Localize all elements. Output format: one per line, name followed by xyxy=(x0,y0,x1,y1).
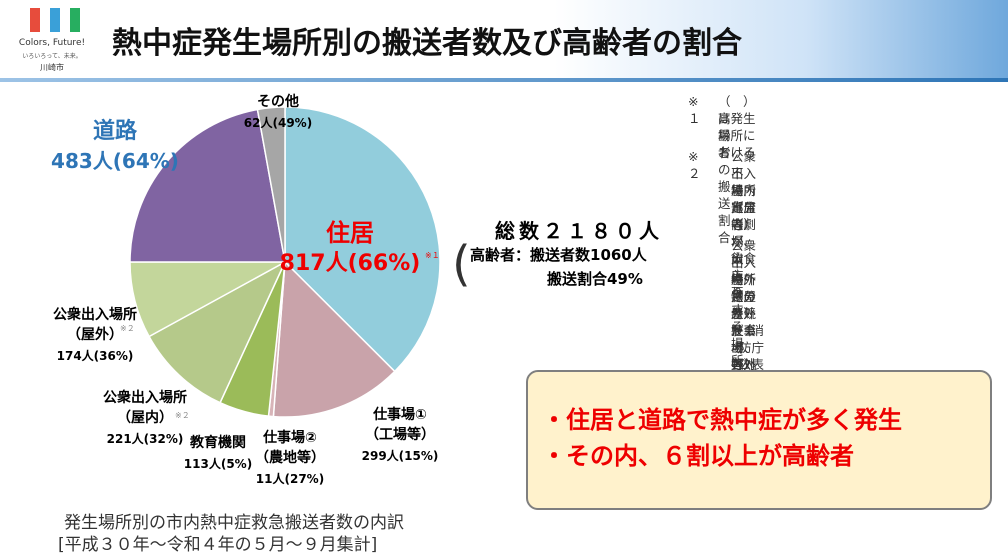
logo-mark xyxy=(30,8,80,32)
caption: 発生場所別の市内熱中症救急搬送者数の内訳 xyxy=(64,513,404,533)
note-line: 高齢者の搬送割合 xyxy=(718,111,731,245)
city-name: 川崎市 xyxy=(40,63,64,72)
logo-sub: いろいろって、未来。 xyxy=(22,53,82,60)
slice-label: その他 xyxy=(257,94,299,110)
note-mark: ※１ xyxy=(688,94,701,126)
value-label: 174人(36%) xyxy=(56,349,134,363)
pie-slice xyxy=(272,260,396,418)
note-line: サート会場等） xyxy=(731,306,757,372)
pie-slice xyxy=(148,260,287,404)
logo-text: Colors, Future! xyxy=(18,38,86,48)
value-label: 221人(32%) xyxy=(106,432,184,446)
slice-label: 住居 xyxy=(326,219,374,247)
header-bar xyxy=(0,0,1008,80)
note-marker: ※２ xyxy=(120,324,135,333)
slice-label: 仕事場① （工場等） xyxy=(365,407,435,443)
value-label: 113人(5%) xyxy=(183,457,253,471)
slice-label: 道路 xyxy=(92,119,138,144)
callout-line: ・その内、６割以上が高齢者 xyxy=(542,442,854,470)
header-line xyxy=(0,78,1008,82)
callout-box: ・住居と道路で熱中症が多く発生 ・その内、６割以上が高齢者 xyxy=(526,370,992,510)
pie-slice xyxy=(284,106,441,373)
caption: [平成３０年～令和４年の５月～９月集計] xyxy=(58,535,378,555)
paren: ( xyxy=(452,236,471,292)
value-label: 817人(66%) xyxy=(279,251,421,276)
note-marker: ※１ xyxy=(425,251,440,260)
note-line: 公衆出入場所（屋外） xyxy=(731,238,757,321)
note-line: （ ）は発生場所における xyxy=(718,94,756,160)
slice-label: 教育機関 xyxy=(190,435,246,451)
slice-label: 公衆出入場所 （屋外） xyxy=(53,307,137,343)
value-label: 483人(64%) xyxy=(51,149,179,173)
note-marker: ※２ xyxy=(175,411,190,420)
slice-label: 仕事場② （農地等） xyxy=(255,430,325,466)
value-label: 11人(27%) xyxy=(255,472,325,486)
summary-line: 搬送割合49% xyxy=(547,270,643,288)
summary-total: 総数２１８０人 xyxy=(495,219,663,243)
note-line: 屋内部分（劇場、飲食店、百 xyxy=(731,183,757,300)
note-mark: ※２ xyxy=(688,149,701,181)
pie-slice xyxy=(129,108,286,263)
value-label: 299人(15%) xyxy=(361,449,439,463)
summary-line: 高齢者：搬送者数1060人 xyxy=(470,246,647,264)
value-label: 62人(49%) xyxy=(243,116,313,130)
slide-title: 熱中症発生場所別の搬送者数及び高齢者の割合 xyxy=(112,26,742,61)
slice-label: 公衆出入場所 （屋内） xyxy=(103,390,187,426)
pie-slice xyxy=(256,106,286,263)
note-line: 貨店等） xyxy=(731,200,757,232)
callout-line: ・住居と道路で熱中症が多く発生 xyxy=(542,406,902,434)
note-line: 公衆出入場所（屋内） xyxy=(731,149,757,232)
